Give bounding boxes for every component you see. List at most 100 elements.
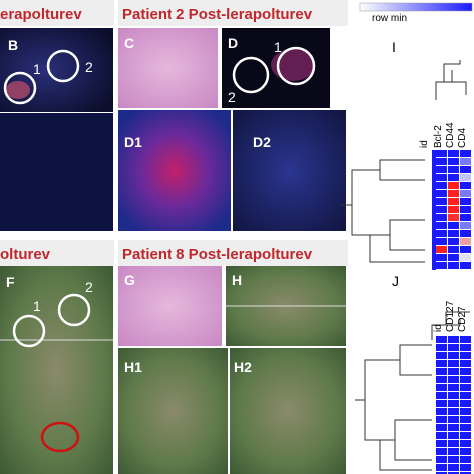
heatmap-cell	[448, 352, 459, 359]
heatmap-cell	[448, 254, 459, 261]
heatmap-cell	[460, 392, 471, 399]
heatmap-cell	[436, 174, 447, 181]
heatmap-cell	[448, 238, 459, 245]
region-circle	[46, 49, 80, 83]
heatmap-cell	[460, 344, 471, 351]
heatmap-cell	[460, 336, 471, 343]
column-label: CD127	[445, 300, 456, 332]
heatmap-cell	[460, 368, 471, 375]
heatmap-cell	[460, 254, 471, 261]
panel-label: J	[392, 273, 399, 289]
heatmap-cell	[448, 424, 459, 431]
panel-label: C	[124, 35, 134, 51]
heatmap-cell	[436, 238, 447, 245]
heatmap-cell	[436, 448, 447, 455]
heatmap-cell	[436, 158, 447, 165]
micrograph	[118, 348, 228, 474]
heatmap-cell	[436, 190, 447, 197]
heatmap-cell	[436, 150, 447, 157]
panel-label: D2	[253, 134, 271, 150]
heatmap-cell	[448, 400, 459, 407]
heatmap-cell	[436, 376, 447, 383]
heatmap-cell	[436, 368, 447, 375]
heatmap-cell	[436, 222, 447, 229]
heatmap-cell	[436, 198, 447, 205]
heatmap-cell	[448, 336, 459, 343]
legend-label: row min	[372, 13, 407, 24]
heatmap-cell	[436, 336, 447, 343]
column-label: Bcl-2	[433, 125, 444, 148]
micrograph	[118, 110, 231, 231]
heatmap-cell	[436, 416, 447, 423]
region-label: 1	[274, 39, 282, 55]
heatmap-id-column	[432, 150, 436, 270]
heatmap-cell	[448, 408, 459, 415]
heatmaps	[340, 150, 471, 474]
stain-region	[271, 49, 315, 81]
heatmap-cell	[448, 174, 459, 181]
heatmap-cell	[436, 408, 447, 415]
region-circle	[12, 314, 46, 348]
heatmap-cell	[436, 440, 447, 447]
header: olturev	[0, 246, 51, 263]
heatmap-cell	[460, 158, 471, 165]
heatmap-cell	[460, 230, 471, 237]
color-bar	[359, 2, 473, 12]
heatmap-cell	[448, 262, 459, 269]
heatmap-cell	[436, 262, 447, 269]
micrograph	[230, 348, 346, 474]
heatmap-cell	[460, 166, 471, 173]
stain-region	[6, 81, 30, 99]
heatmap-cell	[460, 190, 471, 197]
header-band	[118, 240, 348, 266]
heatmap-cell	[460, 376, 471, 383]
heatmap-cell	[436, 344, 447, 351]
heatmap-cell	[436, 166, 447, 173]
heatmap-cell	[436, 472, 447, 474]
column-label: id	[419, 140, 430, 148]
heatmap-cell	[448, 214, 459, 221]
heatmap-cell	[460, 432, 471, 439]
heatmap-cell	[448, 440, 459, 447]
micrograph	[0, 113, 113, 231]
heatmap-cell	[460, 262, 471, 269]
panel-label: B	[8, 37, 18, 53]
heatmap-cell	[460, 206, 471, 213]
heatmap-cell	[460, 214, 471, 221]
micrograph	[118, 266, 222, 346]
heatmap-cell	[460, 360, 471, 367]
region-circle	[3, 71, 37, 105]
heatmap-cell	[436, 400, 447, 407]
panel-label: D1	[124, 134, 142, 150]
heatmap-cell	[460, 440, 471, 447]
heatmap-cell	[436, 352, 447, 359]
heatmap-cell	[460, 384, 471, 391]
column-label: CD4	[457, 128, 468, 148]
heatmap-cell	[436, 360, 447, 367]
heatmap-cell	[460, 198, 471, 205]
dendrogram	[340, 159, 425, 263]
header-band	[0, 0, 114, 26]
heatmap-cell	[448, 392, 459, 399]
heatmap-cell	[460, 456, 471, 463]
region-circle	[276, 46, 316, 86]
micrograph	[118, 28, 218, 108]
heatmap-cell	[448, 150, 459, 157]
heatmap-cell	[448, 206, 459, 213]
heatmap-cell	[448, 432, 459, 439]
header: erapolturev	[0, 6, 82, 23]
column-label: CD27	[457, 306, 468, 332]
heatmap-cell	[460, 174, 471, 181]
heatmap-cell	[448, 222, 459, 229]
heatmap-cell	[436, 182, 447, 189]
heatmap-cell	[448, 456, 459, 463]
heatmap-cell	[448, 368, 459, 375]
heatmap-cell	[448, 448, 459, 455]
heatmap-cell	[460, 464, 471, 471]
heatmap-cell	[460, 424, 471, 431]
region-label: 2	[228, 89, 236, 105]
heatmap-cell	[460, 150, 471, 157]
panel-label: H	[232, 272, 242, 288]
heatmap-cell	[460, 472, 471, 474]
